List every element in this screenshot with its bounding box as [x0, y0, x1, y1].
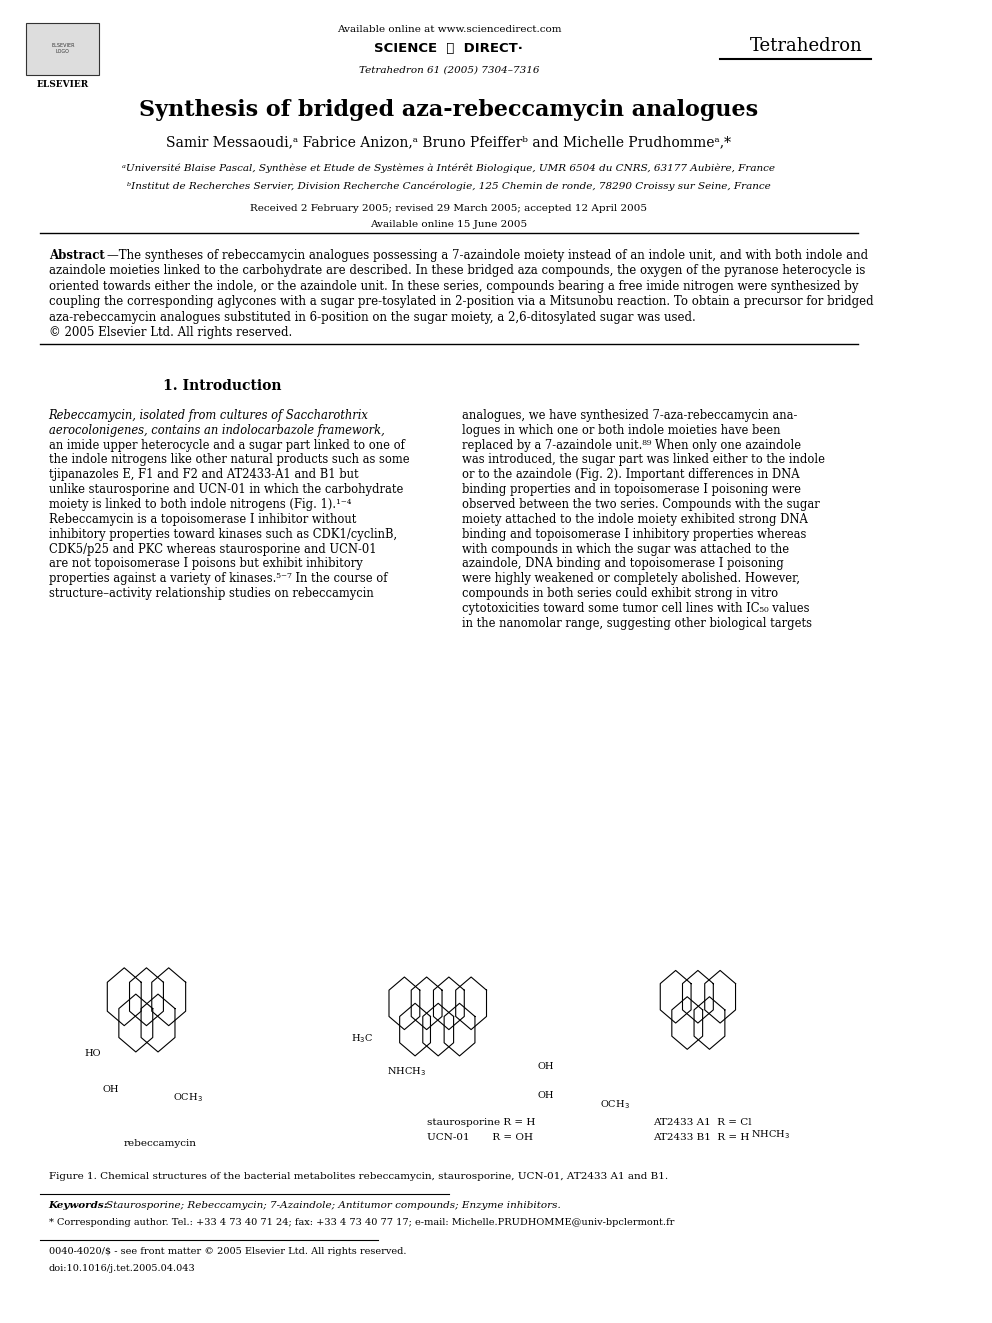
- Text: Rebeccamycin, isolated from cultures of Saccharothrix: Rebeccamycin, isolated from cultures of …: [49, 409, 368, 422]
- Text: Abstract: Abstract: [49, 249, 104, 262]
- Text: unlike staurosporine and UCN-01 in which the carbohydrate: unlike staurosporine and UCN-01 in which…: [49, 483, 403, 496]
- Text: Rebeccamycin is a topoisomerase I inhibitor without: Rebeccamycin is a topoisomerase I inhibi…: [49, 513, 356, 525]
- Text: were highly weakened or completely abolished. However,: were highly weakened or completely aboli…: [462, 573, 801, 585]
- Text: moiety is linked to both indole nitrogens (Fig. 1).¹⁻⁴: moiety is linked to both indole nitrogen…: [49, 497, 351, 511]
- Text: SCIENCE  ⓓ  DIRECT·: SCIENCE ⓓ DIRECT·: [374, 42, 524, 56]
- Text: OH: OH: [102, 1085, 118, 1094]
- Text: 1. Introduction: 1. Introduction: [163, 378, 282, 393]
- Text: OH: OH: [538, 1091, 555, 1101]
- Text: NHCH$_3$: NHCH$_3$: [751, 1129, 791, 1140]
- Text: staurosporine R = H: staurosporine R = H: [427, 1118, 535, 1127]
- Text: OH: OH: [538, 1062, 555, 1072]
- Text: cytotoxicities toward some tumor cell lines with IC₅₀ values: cytotoxicities toward some tumor cell li…: [462, 602, 809, 615]
- Text: HO: HO: [84, 1049, 101, 1058]
- Text: Staurosporine; Rebeccamycin; 7-Azaindole; Antitumor compounds; Enzyme inhibitors: Staurosporine; Rebeccamycin; 7-Azaindole…: [106, 1200, 561, 1209]
- Text: Keywords:: Keywords:: [49, 1200, 108, 1209]
- Text: CDK5/p25 and PKC whereas staurosporine and UCN-01: CDK5/p25 and PKC whereas staurosporine a…: [49, 542, 376, 556]
- Text: the indole nitrogens like other natural products such as some: the indole nitrogens like other natural …: [49, 454, 410, 467]
- Text: AT2433 B1  R = H: AT2433 B1 R = H: [654, 1134, 750, 1143]
- Text: OCH$_3$: OCH$_3$: [174, 1091, 203, 1105]
- Text: Available online at www.sciencedirect.com: Available online at www.sciencedirect.co…: [336, 25, 561, 34]
- Text: replaced by a 7-azaindole unit.⁸⁹ When only one azaindole: replaced by a 7-azaindole unit.⁸⁹ When o…: [462, 438, 802, 451]
- Text: NHCH$_3$: NHCH$_3$: [387, 1065, 426, 1078]
- Text: ᵃUniversité Blaise Pascal, Synthèse et Etude de Systèmes à Intérêt Biologique, U: ᵃUniversité Blaise Pascal, Synthèse et E…: [122, 163, 776, 173]
- Text: properties against a variety of kinases.⁵⁻⁷ In the course of: properties against a variety of kinases.…: [49, 573, 387, 585]
- Text: observed between the two series. Compounds with the sugar: observed between the two series. Compoun…: [462, 497, 820, 511]
- Text: —The syntheses of rebeccamycin analogues possessing a 7-azaindole moiety instead: —The syntheses of rebeccamycin analogues…: [107, 249, 868, 262]
- Text: UCN-01       R = OH: UCN-01 R = OH: [427, 1134, 533, 1143]
- Text: aerocolonigenes, contains an indolocarbazole framework,: aerocolonigenes, contains an indolocarba…: [49, 423, 384, 437]
- Text: moiety attached to the indole moiety exhibited strong DNA: moiety attached to the indole moiety exh…: [462, 513, 807, 525]
- Text: inhibitory properties toward kinases such as CDK1/cyclinB,: inhibitory properties toward kinases suc…: [49, 528, 397, 541]
- Text: in the nanomolar range, suggesting other biological targets: in the nanomolar range, suggesting other…: [462, 617, 812, 630]
- Text: Tetrahedron 61 (2005) 7304–7316: Tetrahedron 61 (2005) 7304–7316: [359, 66, 539, 75]
- Text: with compounds in which the sugar was attached to the: with compounds in which the sugar was at…: [462, 542, 790, 556]
- Text: Received 2 February 2005; revised 29 March 2005; accepted 12 April 2005: Received 2 February 2005; revised 29 Mar…: [250, 204, 648, 213]
- Text: analogues, we have synthesized 7-aza-rebeccamycin ana-: analogues, we have synthesized 7-aza-reb…: [462, 409, 798, 422]
- Text: AT2433 A1  R = Cl: AT2433 A1 R = Cl: [654, 1118, 752, 1127]
- Text: coupling the corresponding aglycones with a sugar pre-tosylated in 2-position vi: coupling the corresponding aglycones wit…: [49, 295, 873, 308]
- Text: Available online 15 June 2005: Available online 15 June 2005: [370, 220, 528, 229]
- Text: binding and topoisomerase I inhibitory properties whereas: binding and topoisomerase I inhibitory p…: [462, 528, 806, 541]
- Text: H$_3$C: H$_3$C: [351, 1032, 373, 1045]
- Text: logues in which one or both indole moieties have been: logues in which one or both indole moiet…: [462, 423, 781, 437]
- Text: an imide upper heterocycle and a sugar part linked to one of: an imide upper heterocycle and a sugar p…: [49, 438, 405, 451]
- Text: azaindole moieties linked to the carbohydrate are described. In these bridged az: azaindole moieties linked to the carbohy…: [49, 265, 865, 278]
- Text: Figure 1. Chemical structures of the bacterial metabolites rebeccamycin, stauros: Figure 1. Chemical structures of the bac…: [49, 1172, 668, 1180]
- Text: rebeccamycin: rebeccamycin: [123, 1139, 196, 1148]
- Text: oriented towards either the indole, or the azaindole unit. In these series, comp: oriented towards either the indole, or t…: [49, 279, 858, 292]
- Text: © 2005 Elsevier Ltd. All rights reserved.: © 2005 Elsevier Ltd. All rights reserved…: [49, 327, 292, 339]
- Text: ELSEVIER: ELSEVIER: [37, 81, 89, 90]
- Text: * Corresponding author. Tel.: +33 4 73 40 71 24; fax: +33 4 73 40 77 17; e-mail:: * Corresponding author. Tel.: +33 4 73 4…: [49, 1217, 674, 1226]
- Text: or to the azaindole (Fig. 2). Important differences in DNA: or to the azaindole (Fig. 2). Important …: [462, 468, 800, 482]
- Text: was introduced, the sugar part was linked either to the indole: was introduced, the sugar part was linke…: [462, 454, 825, 467]
- Text: 0040-4020/$ - see front matter © 2005 Elsevier Ltd. All rights reserved.: 0040-4020/$ - see front matter © 2005 El…: [49, 1246, 406, 1256]
- Text: OCH$_3$: OCH$_3$: [600, 1098, 630, 1111]
- Bar: [27, 22, 99, 75]
- Text: ᵇInstitut de Recherches Servier, Division Recherche Cancérologie, 125 Chemin de : ᵇInstitut de Recherches Servier, Divisio…: [127, 181, 771, 191]
- Text: Samir Messaoudi,ᵃ Fabrice Anizon,ᵃ Bruno Pfeifferᵇ and Michelle Prudhommeᵃ,*: Samir Messaoudi,ᵃ Fabrice Anizon,ᵃ Bruno…: [167, 136, 731, 149]
- Text: doi:10.1016/j.tet.2005.04.043: doi:10.1016/j.tet.2005.04.043: [49, 1263, 195, 1273]
- Text: are not topoisomerase I poisons but exhibit inhibitory: are not topoisomerase I poisons but exhi…: [49, 557, 362, 570]
- Text: Synthesis of bridged aza-rebeccamycin analogues: Synthesis of bridged aza-rebeccamycin an…: [139, 99, 759, 120]
- Text: binding properties and in topoisomerase I poisoning were: binding properties and in topoisomerase …: [462, 483, 802, 496]
- Text: tjipanazoles E, F1 and F2 and AT2433-A1 and B1 but: tjipanazoles E, F1 and F2 and AT2433-A1 …: [49, 468, 358, 482]
- Text: structure–activity relationship studies on rebeccamycin: structure–activity relationship studies …: [49, 587, 373, 601]
- Text: azaindole, DNA binding and topoisomerase I poisoning: azaindole, DNA binding and topoisomerase…: [462, 557, 784, 570]
- Text: Tetrahedron: Tetrahedron: [750, 37, 862, 56]
- Text: compounds in both series could exhibit strong in vitro: compounds in both series could exhibit s…: [462, 587, 779, 601]
- Text: aza-rebeccamycin analogues substituted in 6-position on the sugar moiety, a 2,6-: aza-rebeccamycin analogues substituted i…: [49, 311, 695, 324]
- Text: ELSEVIER
LOGO: ELSEVIER LOGO: [52, 44, 74, 54]
